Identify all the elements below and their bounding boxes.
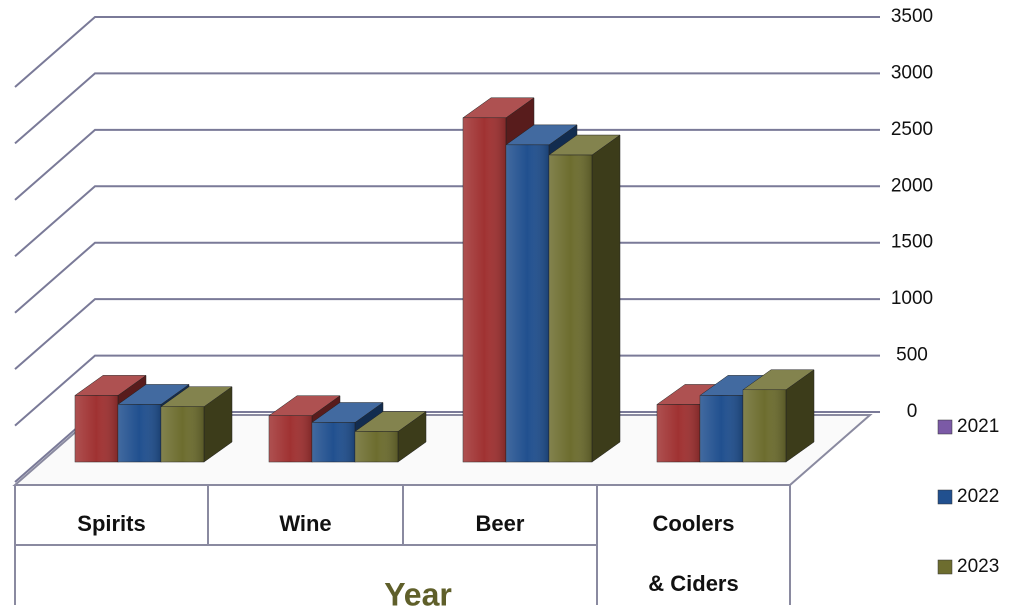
x-tick-label: Coolers & Ciders bbox=[648, 511, 738, 596]
x-tick-label: Spirits bbox=[77, 511, 145, 536]
grid-line bbox=[14, 128, 880, 201]
label-line: & Ciders bbox=[648, 571, 738, 596]
bar-gloss bbox=[312, 422, 355, 462]
grid-line bbox=[14, 16, 880, 88]
bar-gloss bbox=[269, 415, 312, 462]
legend-swatch bbox=[937, 489, 953, 505]
y-tick-label: 3000 bbox=[891, 62, 933, 83]
bar-gloss bbox=[161, 406, 204, 462]
bar-gloss bbox=[75, 395, 118, 462]
legend-swatch bbox=[937, 419, 953, 435]
y-tick-label: 1500 bbox=[891, 232, 933, 253]
bar-gloss bbox=[506, 144, 549, 462]
legend-label: 2023 bbox=[957, 556, 999, 577]
bar-gloss bbox=[743, 389, 786, 462]
x-axis-title: Year bbox=[384, 576, 452, 612]
grid-line bbox=[14, 185, 880, 258]
bar-gloss bbox=[549, 155, 592, 462]
grid-line bbox=[14, 298, 880, 370]
y-tick-label: 2000 bbox=[891, 175, 933, 196]
label-line: Coolers bbox=[653, 511, 735, 536]
bar-gloss bbox=[700, 395, 743, 462]
bar-gloss bbox=[657, 404, 700, 462]
legend-swatch bbox=[937, 559, 953, 575]
bar bbox=[742, 369, 815, 463]
bar-gloss bbox=[355, 431, 398, 462]
bar bbox=[548, 134, 621, 463]
legend-label: 2021 bbox=[957, 416, 999, 437]
legend-label: 2022 bbox=[957, 486, 999, 507]
y-tick-label: 2500 bbox=[891, 119, 933, 140]
bar bbox=[160, 386, 233, 463]
bar bbox=[354, 411, 427, 463]
x-tick-label: Wine bbox=[279, 511, 331, 536]
bar-side bbox=[591, 134, 621, 463]
y-tick-label: 0 bbox=[907, 401, 918, 422]
grid-line bbox=[14, 241, 880, 314]
grid-line bbox=[14, 72, 880, 145]
y-tick-label: 500 bbox=[896, 345, 928, 366]
x-tick-label: Beer bbox=[476, 511, 525, 536]
y-tick-label: 3500 bbox=[891, 6, 933, 27]
bar-gloss bbox=[463, 117, 506, 463]
y-tick-label: 1000 bbox=[891, 288, 933, 309]
bar-gloss bbox=[118, 404, 161, 462]
